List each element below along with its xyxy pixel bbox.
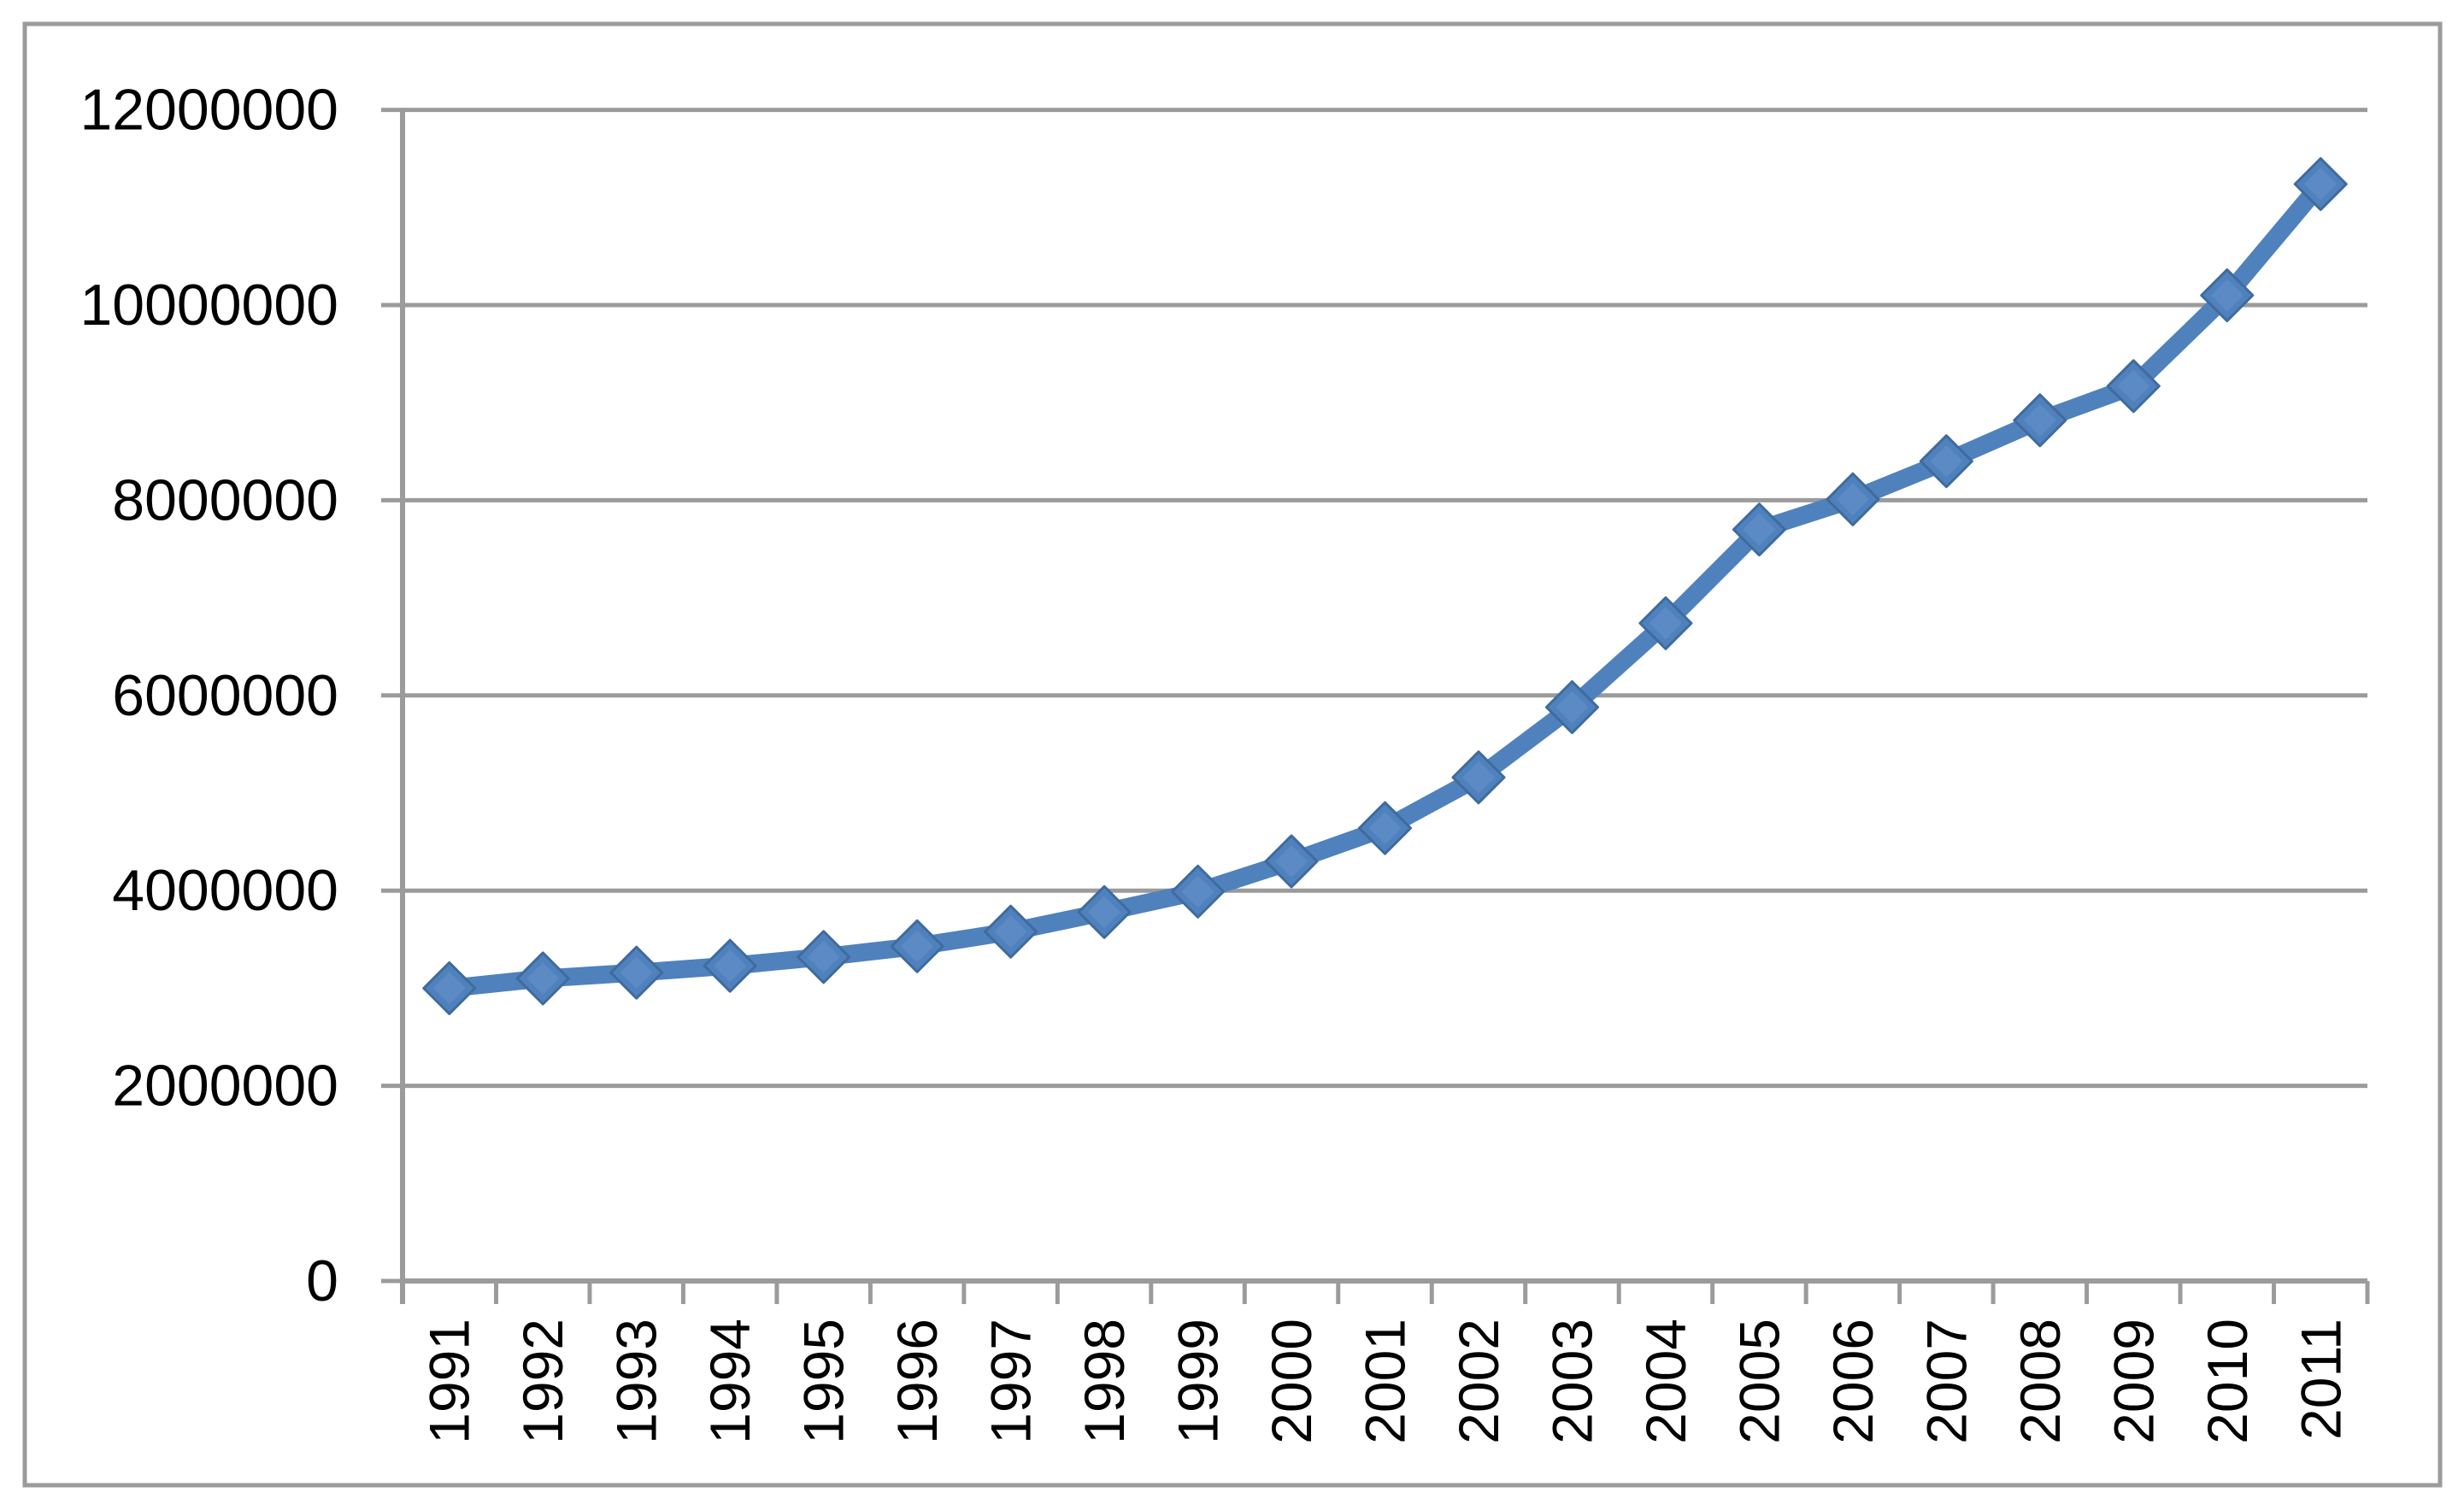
marker-diamond-inner <box>714 949 747 983</box>
y-axis-tick-label: 0 <box>306 1249 338 1313</box>
marker-diamond-inner <box>526 961 560 995</box>
marker-diamond-inner <box>2117 369 2150 402</box>
x-axis-tick-label: 1992 <box>511 1319 574 1444</box>
x-axis-tick-label: 2006 <box>1821 1319 1885 1444</box>
marker-diamond-inner <box>1181 875 1214 908</box>
data-point-marker <box>1638 596 1693 650</box>
x-axis-tick-label: 1991 <box>418 1319 481 1444</box>
x-axis-tick-label: 2004 <box>1634 1319 1697 1444</box>
data-point-marker <box>2293 156 2348 211</box>
x-axis-labels: 1991 1992 1993 1994 1995 1996 1997 1998 1999 2000… <box>418 1319 2353 1444</box>
data-point-marker <box>2013 393 2067 448</box>
x-axis-tick-label: 1996 <box>885 1319 949 1444</box>
x-axis-tick-label: 2003 <box>1540 1319 1603 1444</box>
data-point-marker <box>2106 359 2161 414</box>
y-axis-labels: 0 2000000 4000000 6000000 8000000 10000000 120… <box>79 78 338 1313</box>
x-axis-tick-label: 2001 <box>1354 1319 1417 1444</box>
data-point-marker <box>1826 472 1880 526</box>
marker-diamond-inner <box>1555 690 1589 724</box>
marker-diamond-inner <box>1275 844 1308 878</box>
marker-diamond-inner <box>2304 167 2338 201</box>
marker-diamond-inner <box>432 972 466 1005</box>
x-axis-tick-label: 1999 <box>1167 1319 1230 1444</box>
gridlines <box>403 108 2367 1284</box>
x-axis-tick-label: 1994 <box>698 1319 762 1444</box>
x-axis-tick-label: 2002 <box>1447 1319 1510 1444</box>
data-point-marker <box>890 919 944 973</box>
marker-diamond-inner <box>1368 812 1402 845</box>
data-point-marker <box>1171 864 1226 919</box>
marker-diamond-inner <box>1461 761 1495 794</box>
marker-diamond-inner <box>901 930 934 963</box>
x-axis-tick-label: 2009 <box>2102 1319 2165 1444</box>
data-point-marker <box>1544 680 1599 735</box>
x-axis-tick-label: 2005 <box>1727 1319 1791 1444</box>
x-axis-tick-label: 2007 <box>1914 1319 1978 1444</box>
x-axis-tick-label: 2000 <box>1260 1319 1323 1444</box>
data-point-marker <box>1358 801 1412 855</box>
marker-diamond-inner <box>1743 513 1776 546</box>
data-point-marker <box>1077 884 1132 939</box>
data-series <box>422 156 2348 1015</box>
marker-diamond-inner <box>1649 607 1682 640</box>
marker-diamond-inner <box>994 915 1027 949</box>
y-axis-tick-label: 4000000 <box>112 858 338 923</box>
marker-diamond-inner <box>2210 279 2243 312</box>
marker-diamond-inner <box>1088 896 1121 929</box>
y-axis-tick-label: 8000000 <box>112 467 338 532</box>
data-point-marker <box>984 904 1038 959</box>
x-axis-tick-label: 1997 <box>979 1319 1043 1444</box>
axes <box>400 109 2367 1304</box>
data-point-marker <box>1451 750 1506 805</box>
x-axis-tick-label: 2011 <box>2289 1319 2352 1440</box>
marker-diamond-inner <box>1836 483 1869 516</box>
y-axis-tick-label: 10000000 <box>79 273 338 338</box>
chart-outer-border <box>22 21 2443 1488</box>
data-point-marker <box>1264 834 1319 889</box>
data-point-marker <box>1919 434 1973 489</box>
data-point-marker <box>797 930 851 984</box>
x-axis-tick-label: 1998 <box>1073 1319 1136 1444</box>
y-axis-tick-label: 6000000 <box>112 663 338 728</box>
data-point-marker <box>422 961 477 1015</box>
data-point-marker <box>2200 268 2255 323</box>
x-axis-tick-label: 1995 <box>792 1319 856 1444</box>
marker-diamond-inner <box>807 940 840 973</box>
marker-diamond-inner <box>620 956 653 990</box>
x-axis-tick-label: 2010 <box>2196 1319 2259 1444</box>
y-axis-tick-label: 12000000 <box>79 78 338 143</box>
data-point-marker <box>515 951 570 1006</box>
data-point-marker <box>703 938 757 993</box>
data-point-marker <box>1732 502 1786 557</box>
x-axis-tick-label: 2008 <box>2008 1319 2072 1444</box>
x-axis-tick-label: 1993 <box>605 1319 668 1444</box>
marker-diamond-inner <box>1930 444 1963 478</box>
marker-diamond-inner <box>2023 403 2056 437</box>
y-axis-tick-label: 2000000 <box>112 1054 338 1119</box>
data-point-marker <box>609 945 664 1000</box>
